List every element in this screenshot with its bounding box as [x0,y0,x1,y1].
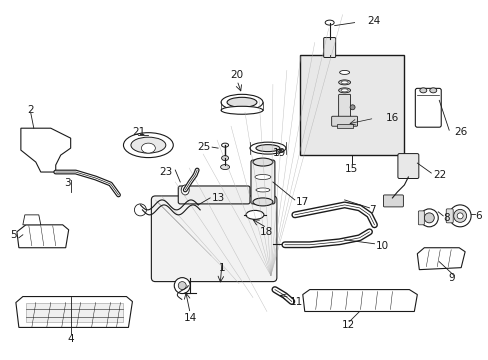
FancyBboxPatch shape [397,154,418,179]
FancyBboxPatch shape [331,116,357,126]
Text: 7: 7 [369,205,375,215]
Ellipse shape [123,133,173,158]
Circle shape [178,282,186,289]
FancyBboxPatch shape [250,160,274,204]
Text: 6: 6 [474,211,481,221]
Text: 5: 5 [10,230,17,240]
Ellipse shape [245,210,264,219]
Ellipse shape [254,175,270,180]
Text: 21: 21 [132,127,145,137]
Text: 4: 4 [67,334,74,345]
Ellipse shape [325,20,333,25]
FancyBboxPatch shape [417,211,424,225]
Ellipse shape [141,143,155,153]
Ellipse shape [453,210,466,222]
Text: 3: 3 [64,178,71,188]
Polygon shape [16,297,132,328]
Text: 11: 11 [289,297,303,306]
Text: 14: 14 [183,314,197,324]
Text: 20: 20 [230,71,243,80]
Text: 19: 19 [273,148,286,158]
FancyBboxPatch shape [323,37,335,58]
Ellipse shape [424,213,433,223]
Ellipse shape [429,88,436,93]
Circle shape [134,204,146,216]
Polygon shape [302,289,416,311]
Ellipse shape [221,156,228,161]
Ellipse shape [252,158,272,166]
Polygon shape [416,248,464,270]
Text: 18: 18 [260,227,273,237]
Text: 8: 8 [442,213,449,223]
Text: 13: 13 [212,193,225,203]
Ellipse shape [255,145,279,152]
Ellipse shape [221,94,263,110]
Ellipse shape [456,213,462,219]
Text: 25: 25 [197,142,210,152]
Ellipse shape [255,188,269,192]
Ellipse shape [131,137,165,153]
Ellipse shape [339,71,349,75]
Text: 10: 10 [375,241,388,251]
FancyBboxPatch shape [336,124,352,128]
Ellipse shape [419,88,426,93]
FancyBboxPatch shape [151,196,276,282]
FancyBboxPatch shape [383,195,403,207]
Ellipse shape [226,97,256,107]
Polygon shape [17,225,68,248]
Ellipse shape [448,205,470,227]
Ellipse shape [420,209,437,227]
Text: 16: 16 [385,113,398,123]
Ellipse shape [341,89,347,92]
FancyBboxPatch shape [299,55,404,155]
Circle shape [174,278,190,293]
Ellipse shape [338,80,350,85]
Ellipse shape [221,143,228,147]
Polygon shape [21,128,71,172]
Ellipse shape [181,185,189,195]
Ellipse shape [338,88,350,93]
Ellipse shape [221,106,263,114]
Text: 26: 26 [453,127,467,137]
Text: 24: 24 [366,15,379,26]
Ellipse shape [252,198,272,206]
FancyBboxPatch shape [26,302,123,323]
Text: 9: 9 [447,273,454,283]
Circle shape [349,105,354,110]
FancyBboxPatch shape [338,94,350,118]
Text: 15: 15 [344,164,358,174]
Ellipse shape [249,142,285,154]
FancyBboxPatch shape [446,209,452,223]
FancyBboxPatch shape [178,186,249,204]
Text: 23: 23 [159,167,172,177]
Text: 2: 2 [27,105,34,115]
Text: 17: 17 [295,197,308,207]
Polygon shape [23,215,41,225]
Text: 22: 22 [432,170,446,180]
Text: 1: 1 [218,263,225,273]
Text: 12: 12 [341,320,354,330]
Ellipse shape [341,81,347,84]
FancyBboxPatch shape [414,88,440,127]
Ellipse shape [220,165,229,170]
